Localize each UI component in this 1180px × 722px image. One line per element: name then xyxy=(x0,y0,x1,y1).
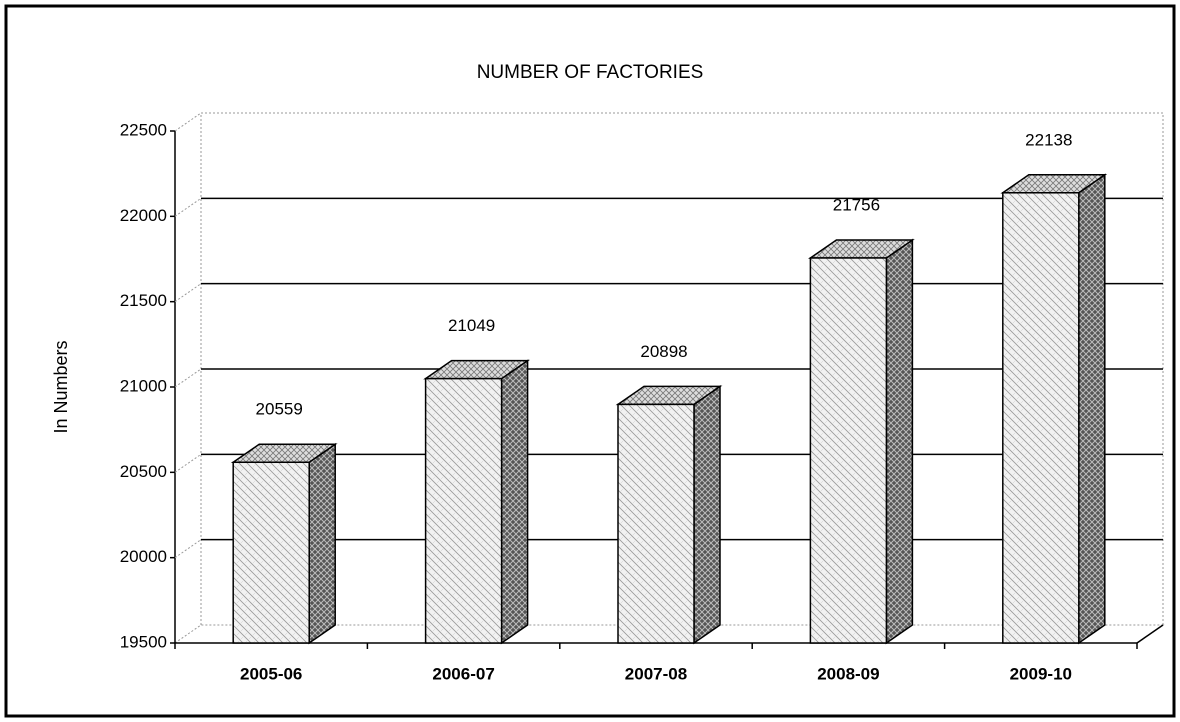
grid-line xyxy=(174,197,202,217)
y-tick-label: 20500 xyxy=(120,462,167,481)
value-label: 20898 xyxy=(640,342,687,361)
chart-title: NUMBER OF FACTORIES xyxy=(477,62,704,83)
y-axis-label: In Numbers xyxy=(51,340,71,433)
bar-side xyxy=(308,442,336,645)
bar-side xyxy=(693,384,721,645)
y-tick-label: 22500 xyxy=(120,120,167,139)
y-tick-label: 19500 xyxy=(120,632,167,651)
bar xyxy=(617,403,695,644)
x-tick-label: 2008-09 xyxy=(817,664,879,683)
bar-side xyxy=(1078,173,1106,645)
value-label: 20559 xyxy=(256,400,303,419)
x-tick-label: 2005-06 xyxy=(240,664,302,683)
bar xyxy=(424,377,503,644)
floor-edge xyxy=(1136,624,1164,644)
grid-line xyxy=(174,283,202,303)
value-label: 21049 xyxy=(448,316,495,335)
y-tick-label: 22000 xyxy=(120,206,167,225)
bar-side xyxy=(500,359,529,645)
grid-line xyxy=(174,112,202,132)
frame xyxy=(4,4,1176,718)
grid-line xyxy=(174,539,202,559)
grid-line xyxy=(174,368,202,388)
value-label: 21756 xyxy=(833,195,880,214)
x-tick-label: 2007-08 xyxy=(625,664,687,683)
y-tick-label: 21000 xyxy=(120,376,167,395)
value-label: 22138 xyxy=(1025,130,1072,149)
x-tick-label: 2009-10 xyxy=(1010,664,1072,683)
grid-line xyxy=(174,453,202,473)
bar xyxy=(1002,192,1080,644)
y-tick-label: 21500 xyxy=(120,291,167,310)
bar xyxy=(809,257,888,644)
bar-side xyxy=(885,238,914,645)
bar xyxy=(232,461,310,644)
y-tick-label: 20000 xyxy=(120,547,167,566)
x-tick-label: 2006-07 xyxy=(432,664,494,683)
